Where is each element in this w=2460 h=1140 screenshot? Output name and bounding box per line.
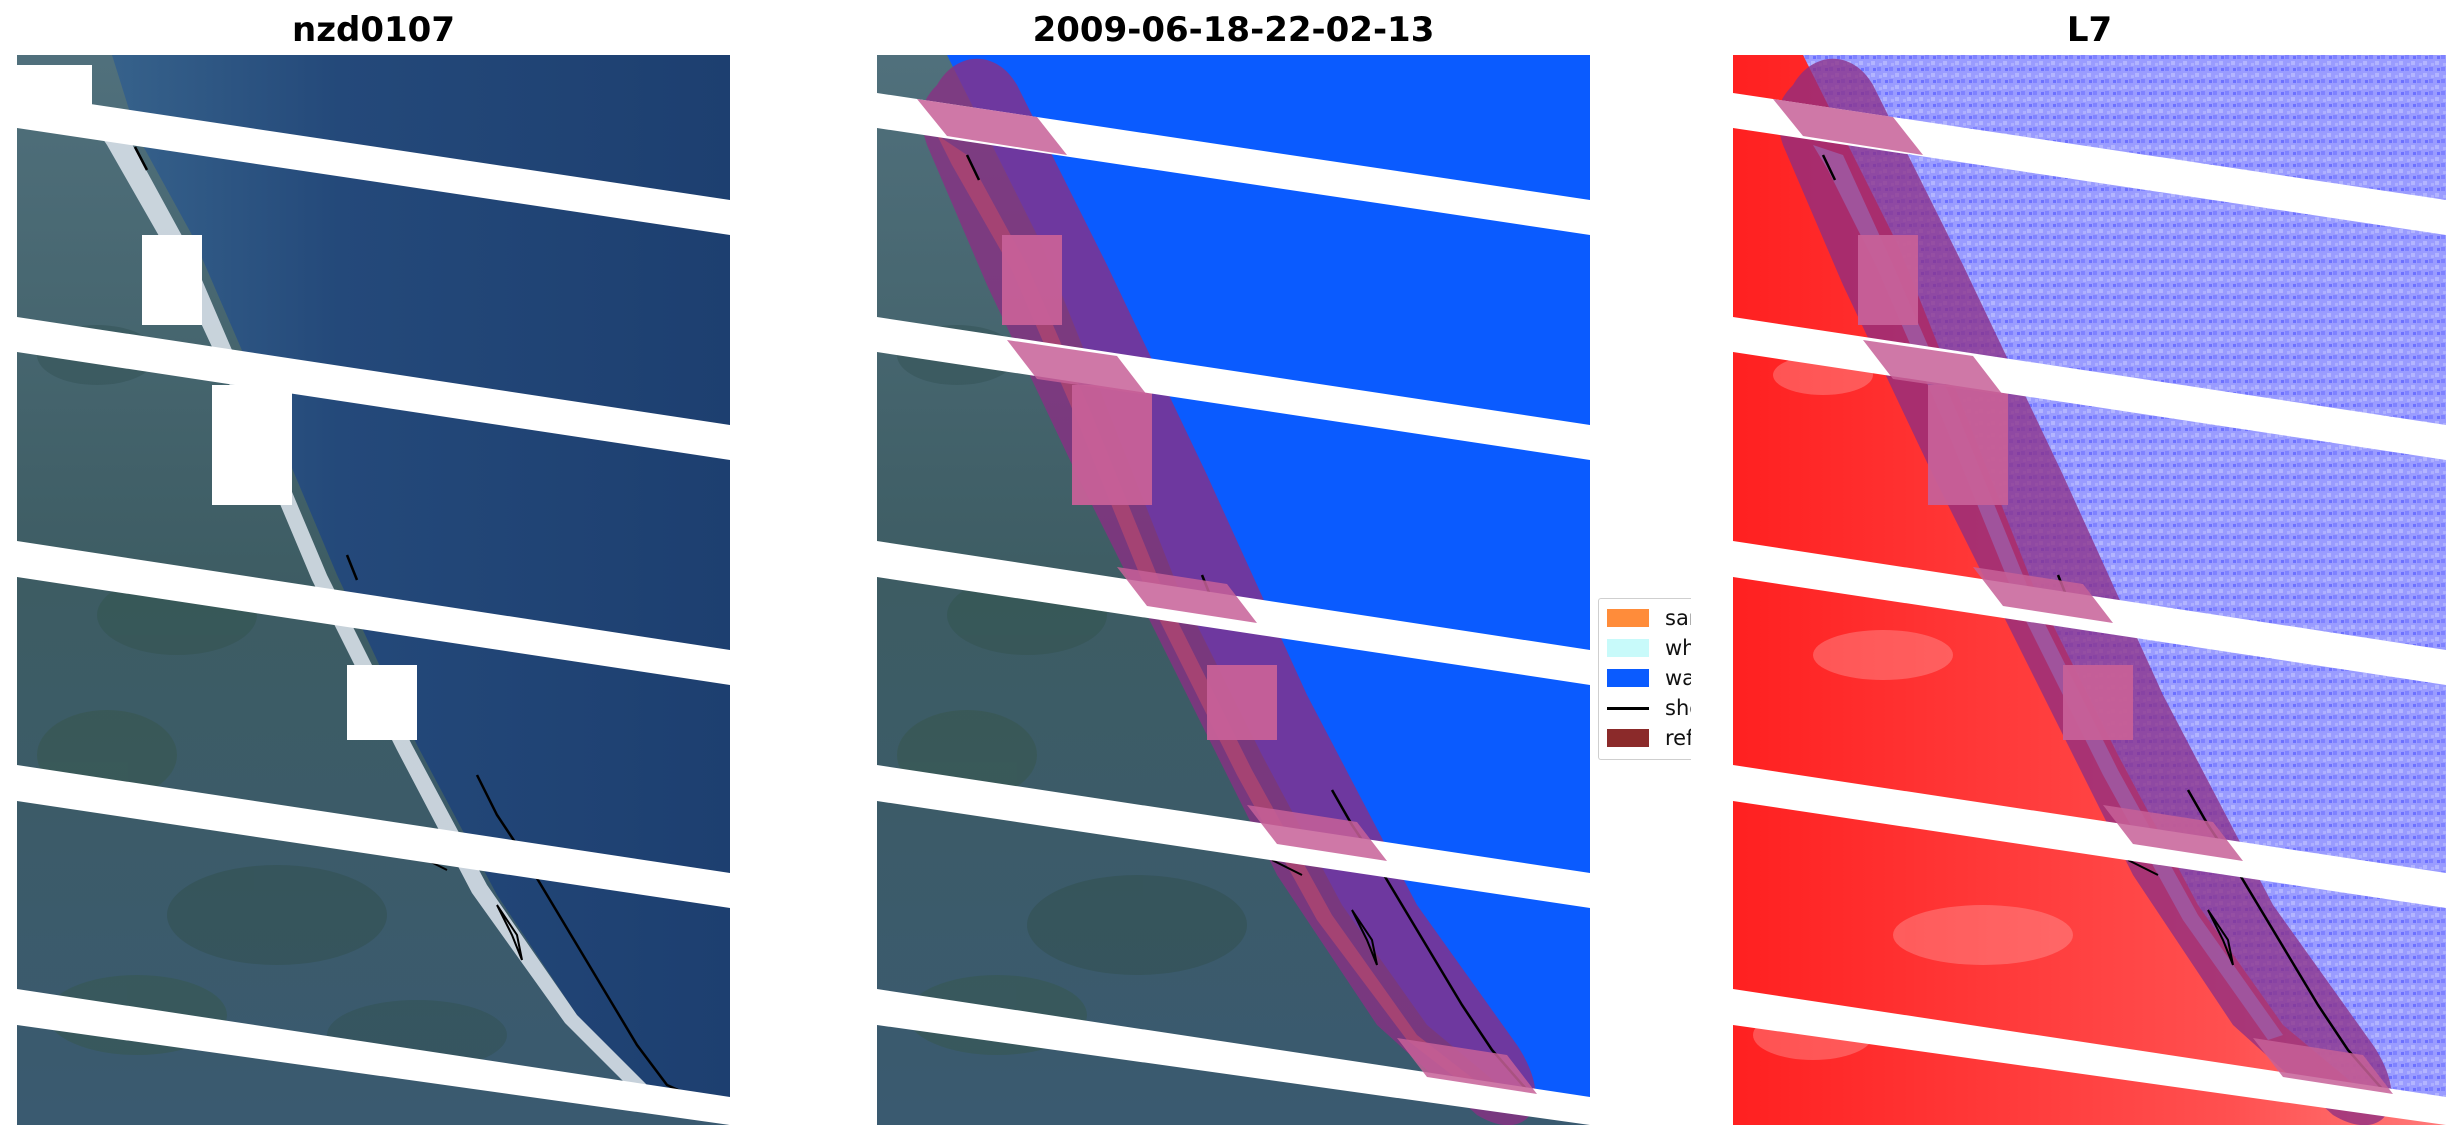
panel-title-classified: 2009-06-18-22-02-13 [1032, 10, 1435, 50]
classified-image-panel [877, 55, 1590, 1125]
legend-label: whitew [1665, 636, 1691, 660]
water-swatch [1607, 669, 1649, 687]
sand-swatch [1607, 609, 1649, 627]
shoreline-contour-small [2127, 859, 2234, 966]
legend-label: sand [1665, 606, 1691, 630]
shoreline-line-swatch [1607, 706, 1649, 710]
legend-label: shoreli [1665, 696, 1691, 720]
index-image-panel [1733, 55, 2446, 1125]
legend-item-reference: referen [1607, 725, 1691, 751]
land-texture [37, 325, 507, 1070]
legend-item-shoreline: shoreli [1607, 695, 1691, 721]
buffer-over-gaps [1773, 99, 2393, 1094]
legend-label: water [1665, 666, 1691, 690]
scan-line-gaps [17, 93, 730, 1125]
buffer-over-gaps [917, 99, 1537, 1094]
legend-item-whitewater: whitew [1607, 635, 1691, 661]
beach-strip [87, 115, 730, 1125]
legend-item-sand: sand [1607, 605, 1691, 631]
panel-title-rgb: nzd0107 [292, 10, 455, 50]
cloud-mask [1858, 235, 2133, 740]
shoreline-contour-small [1271, 859, 1378, 966]
rgb-image-panel [17, 55, 730, 1125]
whitewater-swatch [1607, 639, 1649, 657]
legend-label: referen [1665, 726, 1691, 750]
legend: sand whitew water shoreli referen [1598, 598, 1691, 760]
panel-title-index: L7 [2066, 10, 2113, 50]
legend-item-water: water [1607, 665, 1691, 691]
reference-swatch [1607, 729, 1649, 747]
cloud-mask [1002, 235, 1277, 740]
